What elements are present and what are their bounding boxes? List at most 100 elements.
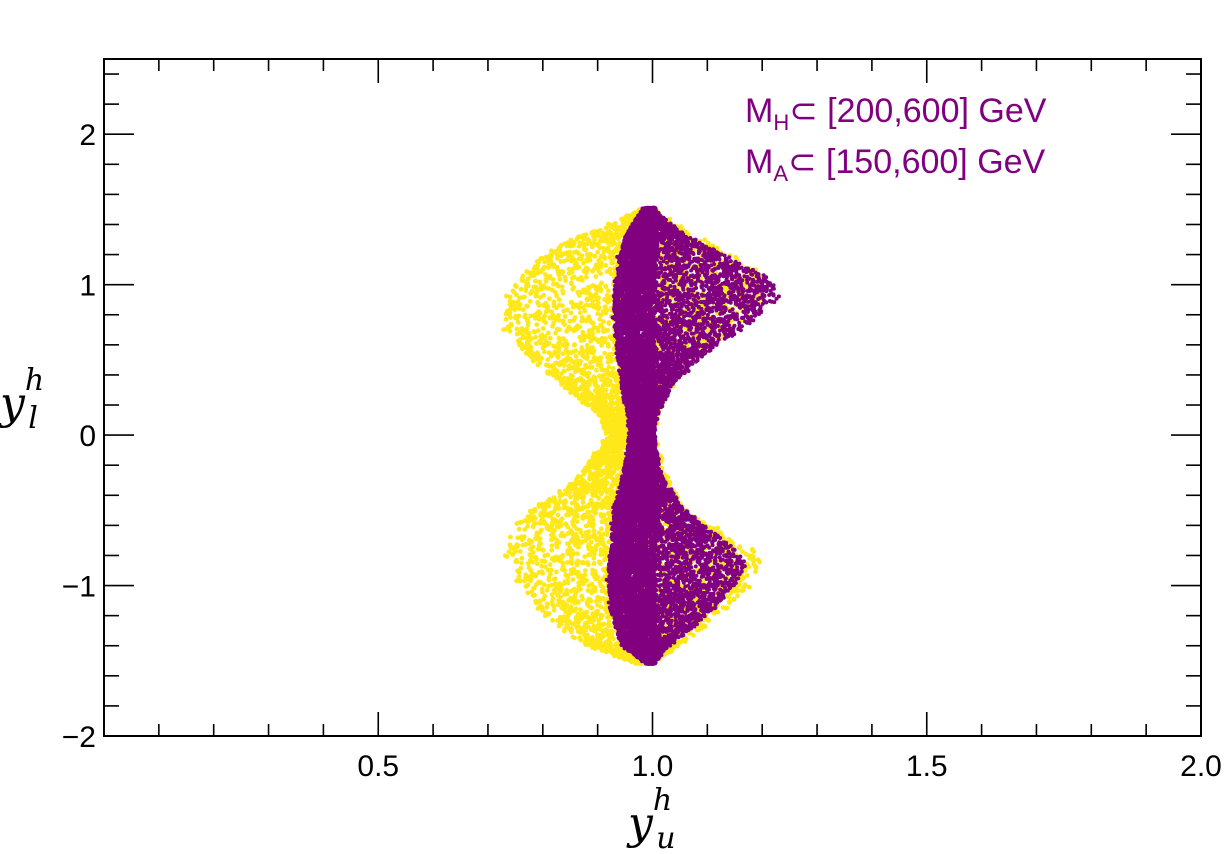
scatter-point bbox=[569, 327, 575, 332]
scatter-point bbox=[595, 300, 601, 306]
scatter-point bbox=[603, 589, 609, 595]
scatter-point bbox=[568, 494, 573, 500]
scatter-point bbox=[557, 494, 563, 499]
scatter-point bbox=[533, 341, 539, 346]
scatter-point bbox=[507, 294, 513, 300]
scatter-point bbox=[593, 547, 599, 552]
scatter-point bbox=[581, 287, 587, 293]
scatter-point bbox=[518, 329, 524, 334]
scatter-point bbox=[514, 521, 520, 526]
scatter-point bbox=[598, 561, 603, 567]
scatter-point bbox=[562, 385, 568, 391]
scatter-point bbox=[557, 614, 563, 620]
scatter-point bbox=[583, 302, 589, 308]
scatter-point bbox=[614, 392, 620, 397]
scatter-point bbox=[528, 313, 534, 319]
scatter-point bbox=[592, 481, 598, 486]
scatter-point bbox=[605, 501, 611, 507]
scatter-point bbox=[568, 604, 574, 610]
scatter-point bbox=[519, 346, 525, 352]
scatter-point bbox=[543, 512, 548, 518]
scatter-point bbox=[588, 539, 594, 545]
scatter-point bbox=[508, 534, 513, 540]
scatter-point bbox=[595, 249, 600, 255]
scatter-point bbox=[528, 578, 533, 584]
scatter-point bbox=[542, 559, 548, 564]
scatter-point bbox=[573, 348, 579, 353]
scatter-point bbox=[559, 554, 565, 560]
scatter-point bbox=[586, 529, 592, 534]
scatter-point bbox=[555, 512, 561, 518]
scatter-point bbox=[590, 345, 595, 350]
scatter-point bbox=[701, 623, 707, 628]
scatter-point bbox=[596, 617, 601, 623]
scatter-point bbox=[599, 402, 605, 408]
scatter-point bbox=[578, 300, 584, 306]
scatter-point bbox=[534, 322, 540, 327]
scatter-point bbox=[534, 561, 540, 567]
scatter-point bbox=[543, 285, 549, 291]
scatter-point bbox=[594, 542, 600, 548]
scatter-point bbox=[592, 253, 598, 259]
scatter-point bbox=[556, 313, 561, 318]
scatter-point bbox=[549, 251, 555, 257]
scatter-point bbox=[567, 249, 573, 255]
scatter-point bbox=[558, 533, 564, 539]
scatter-point bbox=[598, 526, 604, 532]
scatter-point bbox=[550, 617, 555, 623]
scatter-point bbox=[547, 296, 552, 302]
scatter-point bbox=[542, 264, 547, 270]
scatter-point bbox=[749, 547, 755, 553]
scatter-point bbox=[581, 513, 587, 519]
scatter-point bbox=[503, 317, 509, 322]
scatter-point bbox=[526, 537, 532, 543]
scatter-point bbox=[755, 557, 761, 563]
scatter-point bbox=[603, 263, 609, 268]
scatter-point bbox=[590, 456, 596, 462]
scatter-point bbox=[587, 552, 593, 558]
scatter-point bbox=[568, 350, 574, 355]
scatter-point bbox=[532, 592, 537, 598]
scatter-point bbox=[550, 596, 556, 602]
scatter-point bbox=[530, 571, 536, 577]
scatter-point bbox=[586, 624, 591, 630]
scatter-point bbox=[584, 274, 589, 280]
scatter-point bbox=[533, 293, 539, 299]
scatter-point bbox=[504, 293, 509, 299]
scatter-point bbox=[545, 330, 551, 336]
scatter-point bbox=[594, 575, 600, 581]
scatter-point bbox=[586, 370, 592, 376]
scatter-point bbox=[507, 328, 513, 334]
scatter-point bbox=[518, 286, 524, 292]
scatter-point bbox=[534, 289, 540, 295]
scatter-point bbox=[588, 513, 593, 519]
scatter-point bbox=[533, 334, 538, 340]
scatter-point bbox=[580, 382, 586, 387]
scatter-point bbox=[595, 311, 601, 317]
scatter-point bbox=[586, 509, 592, 515]
scatter-point bbox=[544, 587, 550, 593]
scatter-point bbox=[571, 274, 577, 280]
scatter-point bbox=[579, 314, 585, 320]
scatter-point bbox=[540, 326, 546, 331]
scatter-point bbox=[584, 400, 590, 406]
scatter-point bbox=[556, 623, 562, 629]
scatter-point bbox=[599, 343, 604, 348]
scatter-point bbox=[531, 329, 537, 334]
scatter-point bbox=[549, 547, 555, 553]
scatter-point bbox=[519, 519, 525, 525]
scatter-point bbox=[604, 376, 610, 382]
scatter-point bbox=[592, 568, 598, 574]
scatter-point bbox=[532, 278, 538, 284]
scatter-point bbox=[546, 371, 552, 376]
scatter-point bbox=[753, 569, 758, 574]
scatter-point bbox=[609, 336, 615, 342]
scatter-point bbox=[580, 500, 586, 505]
scatter-point bbox=[583, 523, 589, 529]
scatter-point bbox=[515, 535, 521, 541]
scatter-point bbox=[602, 350, 608, 356]
scatter-point bbox=[515, 319, 521, 325]
scatter-point bbox=[561, 258, 567, 264]
scatter-point bbox=[519, 534, 524, 540]
